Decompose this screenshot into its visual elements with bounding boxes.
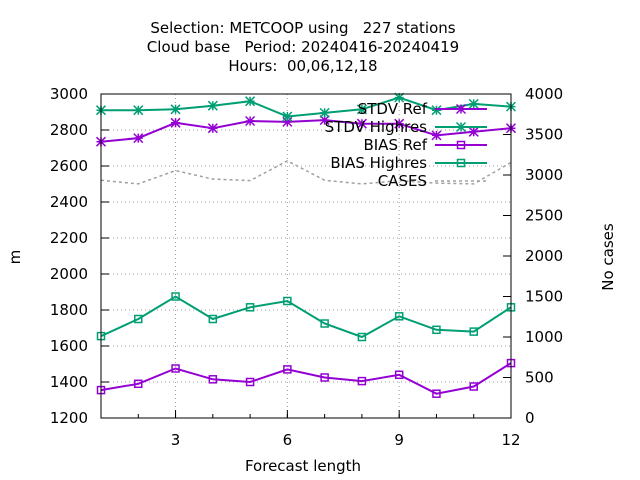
y-tick-label: 1200 xyxy=(50,409,88,427)
x-axis-ticks: 3 6 9 12 xyxy=(100,410,521,449)
data-point xyxy=(171,292,180,301)
legend-label: BIAS Highres xyxy=(330,154,427,172)
data-point xyxy=(170,104,181,115)
series-bias-ref xyxy=(96,358,516,398)
data-point xyxy=(134,314,143,324)
title-line: Selection: METCOOP using 227 stations xyxy=(150,19,455,37)
x-tick-label: 6 xyxy=(283,431,293,449)
y2-tick-label: 3000 xyxy=(525,166,563,184)
data-point xyxy=(394,312,404,321)
series-layer xyxy=(95,92,517,398)
series-stdv-highres xyxy=(95,92,517,122)
y2-tick-label: 4000 xyxy=(525,85,563,103)
data-point xyxy=(468,126,479,137)
y-tick-label: 2200 xyxy=(50,229,88,247)
data-point xyxy=(431,105,442,116)
data-point xyxy=(207,123,218,134)
data-point xyxy=(320,373,329,382)
series-line xyxy=(100,159,512,185)
data-point xyxy=(208,314,218,324)
data-point xyxy=(319,107,330,118)
y2-tick-label: 2500 xyxy=(525,207,563,225)
y-tick-label: 2800 xyxy=(50,121,88,139)
data-point xyxy=(432,325,441,335)
data-point xyxy=(208,375,218,384)
data-point xyxy=(469,327,478,336)
data-point xyxy=(245,377,255,387)
x-tick-label: 3 xyxy=(171,431,181,449)
data-point xyxy=(283,296,292,306)
legend-marker xyxy=(455,103,467,115)
data-point xyxy=(245,303,255,312)
data-point xyxy=(320,319,329,328)
data-point xyxy=(207,100,218,111)
legend-label: BIAS Ref xyxy=(363,136,427,154)
y-tick-label: 1800 xyxy=(50,301,88,319)
series-bias-highres xyxy=(96,292,516,342)
x-tick-label: 12 xyxy=(501,431,520,449)
y2-tick-label: 1500 xyxy=(525,288,563,306)
data-point xyxy=(357,376,367,386)
title-line: Hours: 00,06,12,18 xyxy=(228,57,377,75)
x-tick-label: 9 xyxy=(394,431,404,449)
y-tick-label: 1400 xyxy=(50,373,88,391)
data-point xyxy=(468,98,479,109)
data-point xyxy=(394,118,405,129)
legend-label: CASES xyxy=(378,172,427,190)
y-tick-label: 2000 xyxy=(50,265,88,283)
grid-lines xyxy=(101,94,511,418)
legend-marker xyxy=(455,121,467,133)
data-point xyxy=(356,104,367,115)
data-point xyxy=(357,332,367,342)
y2-tick-label: 500 xyxy=(525,369,554,387)
legend-marker xyxy=(456,158,466,168)
data-point xyxy=(283,365,292,374)
y-tick-label: 3000 xyxy=(50,85,88,103)
y-tick-label: 2400 xyxy=(50,193,88,211)
legend-label: STDV Ref xyxy=(358,100,428,118)
y-axis-ticks: 1200 1400 1600 1800 2000 2200 2400 2600 2800 3000 xyxy=(50,85,109,427)
data-point xyxy=(245,96,256,107)
legend-label: STDV Highres xyxy=(325,118,428,136)
data-point xyxy=(134,379,143,389)
series-line xyxy=(100,362,512,395)
data-point xyxy=(394,370,404,380)
y-tick-label: 2600 xyxy=(50,157,88,175)
y2-axis-label: No cases xyxy=(599,223,617,291)
data-point xyxy=(319,115,330,126)
legend-marker xyxy=(456,140,466,150)
chart-title: Selection: METCOOP using 227 stationsClo… xyxy=(147,19,459,75)
series-line xyxy=(101,96,512,118)
y-axis-label: m xyxy=(6,250,24,265)
series-stdv-ref xyxy=(95,115,517,147)
y2-tick-label: 3500 xyxy=(525,126,563,144)
data-point xyxy=(170,117,181,128)
plot-frame xyxy=(100,93,512,419)
y2-tick-label: 1000 xyxy=(525,328,563,346)
data-point xyxy=(356,118,367,129)
y-tick-label: 1600 xyxy=(50,337,88,355)
series-line xyxy=(100,119,512,143)
y2-tick-label: 2000 xyxy=(525,247,563,265)
data-point xyxy=(245,115,256,127)
x-axis-label: Forecast length xyxy=(245,457,361,475)
data-point xyxy=(431,130,442,141)
series-line xyxy=(100,295,512,339)
y2-axis-ticks: 0 500 1000 1500 2000 2500 3000 3500 4000 xyxy=(503,85,563,427)
data-point xyxy=(394,92,405,103)
series-cases xyxy=(100,159,512,185)
data-point xyxy=(432,389,441,398)
data-point xyxy=(282,116,293,127)
data-point xyxy=(282,111,293,122)
data-point xyxy=(469,382,478,391)
data-point xyxy=(171,364,180,373)
y2-tick-label: 0 xyxy=(525,409,535,427)
data-point xyxy=(133,105,144,116)
data-point xyxy=(133,133,144,144)
title-line: Cloud base Period: 20240416-20240419 xyxy=(147,38,459,56)
